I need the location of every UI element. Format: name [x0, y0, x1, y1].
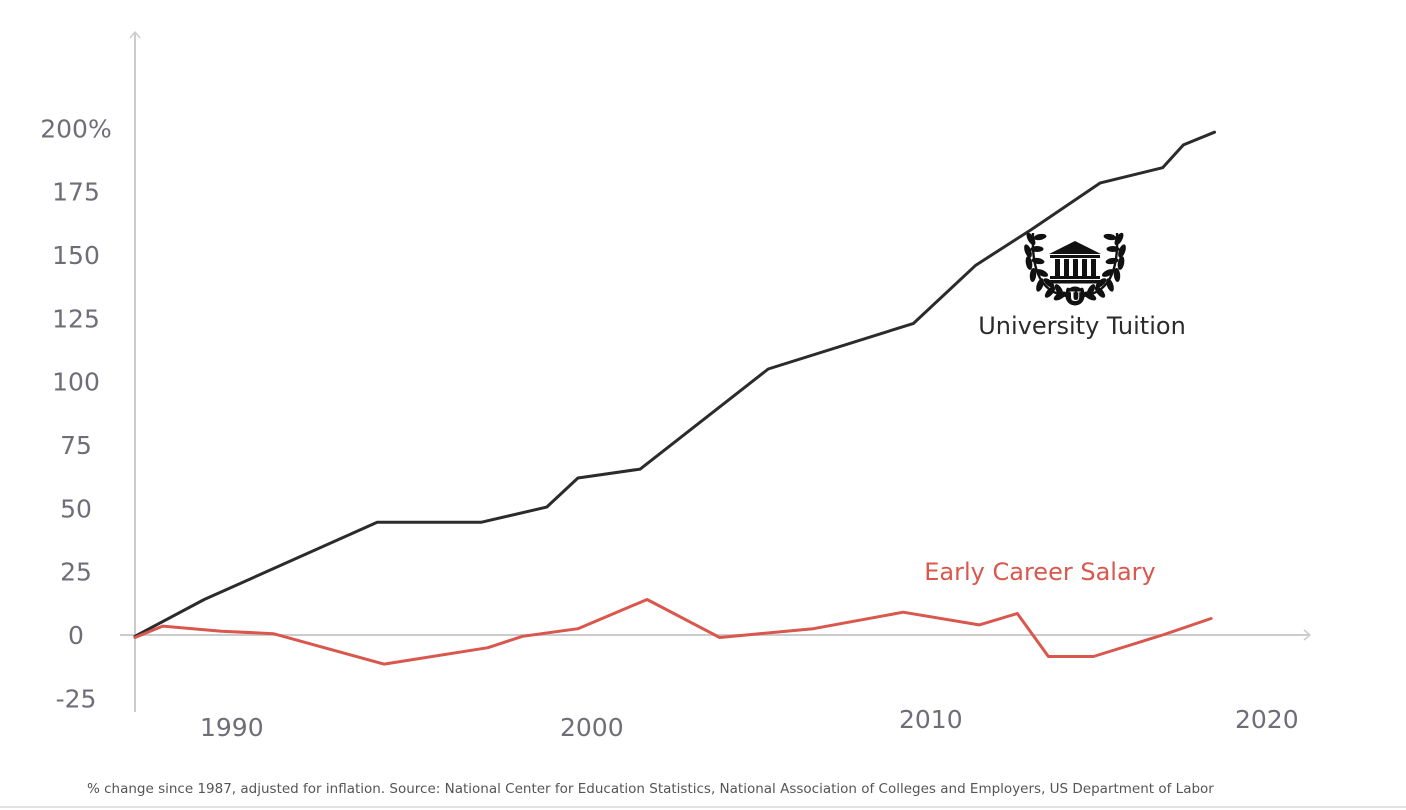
y-tick-label: 125: [52, 304, 100, 333]
series-label-salary: Early Career Salary: [924, 558, 1155, 586]
series-lines: [133, 130, 1216, 666]
y-tick-label: 175: [52, 178, 100, 207]
university-icon-letter: U: [1069, 290, 1081, 305]
y-tick-label: -25: [56, 684, 97, 713]
x-tick-label: 2020: [1235, 705, 1299, 734]
y-tick-labels: 200% 175 150 125 100 75 50 25 0 -25: [40, 114, 111, 713]
x-tick-label: 1990: [200, 713, 264, 742]
x-tick-label: 2000: [560, 713, 624, 742]
y-tick-label: 0: [68, 621, 84, 650]
y-tick-label: 75: [60, 431, 92, 460]
series-labels: University Tuition Early Career Salary U: [924, 232, 1186, 586]
x-tick-labels: 1990 2000 2010 2020: [200, 705, 1299, 742]
bottom-rule: [0, 806, 1406, 808]
y-tick-label: 25: [60, 558, 92, 587]
series-line: [133, 598, 1213, 666]
y-tick-label: 200%: [40, 114, 111, 143]
source-note: % change since 1987, adjusted for inflat…: [87, 781, 1214, 797]
y-tick-label: 50: [60, 494, 92, 523]
series-label-tuition: University Tuition: [978, 312, 1186, 340]
y-tick-label: 150: [52, 241, 100, 270]
x-tick-label: 2010: [899, 705, 963, 734]
series-line: [133, 130, 1216, 638]
university-laurel-icon: U: [1024, 232, 1126, 306]
y-tick-label: 100: [52, 368, 100, 397]
